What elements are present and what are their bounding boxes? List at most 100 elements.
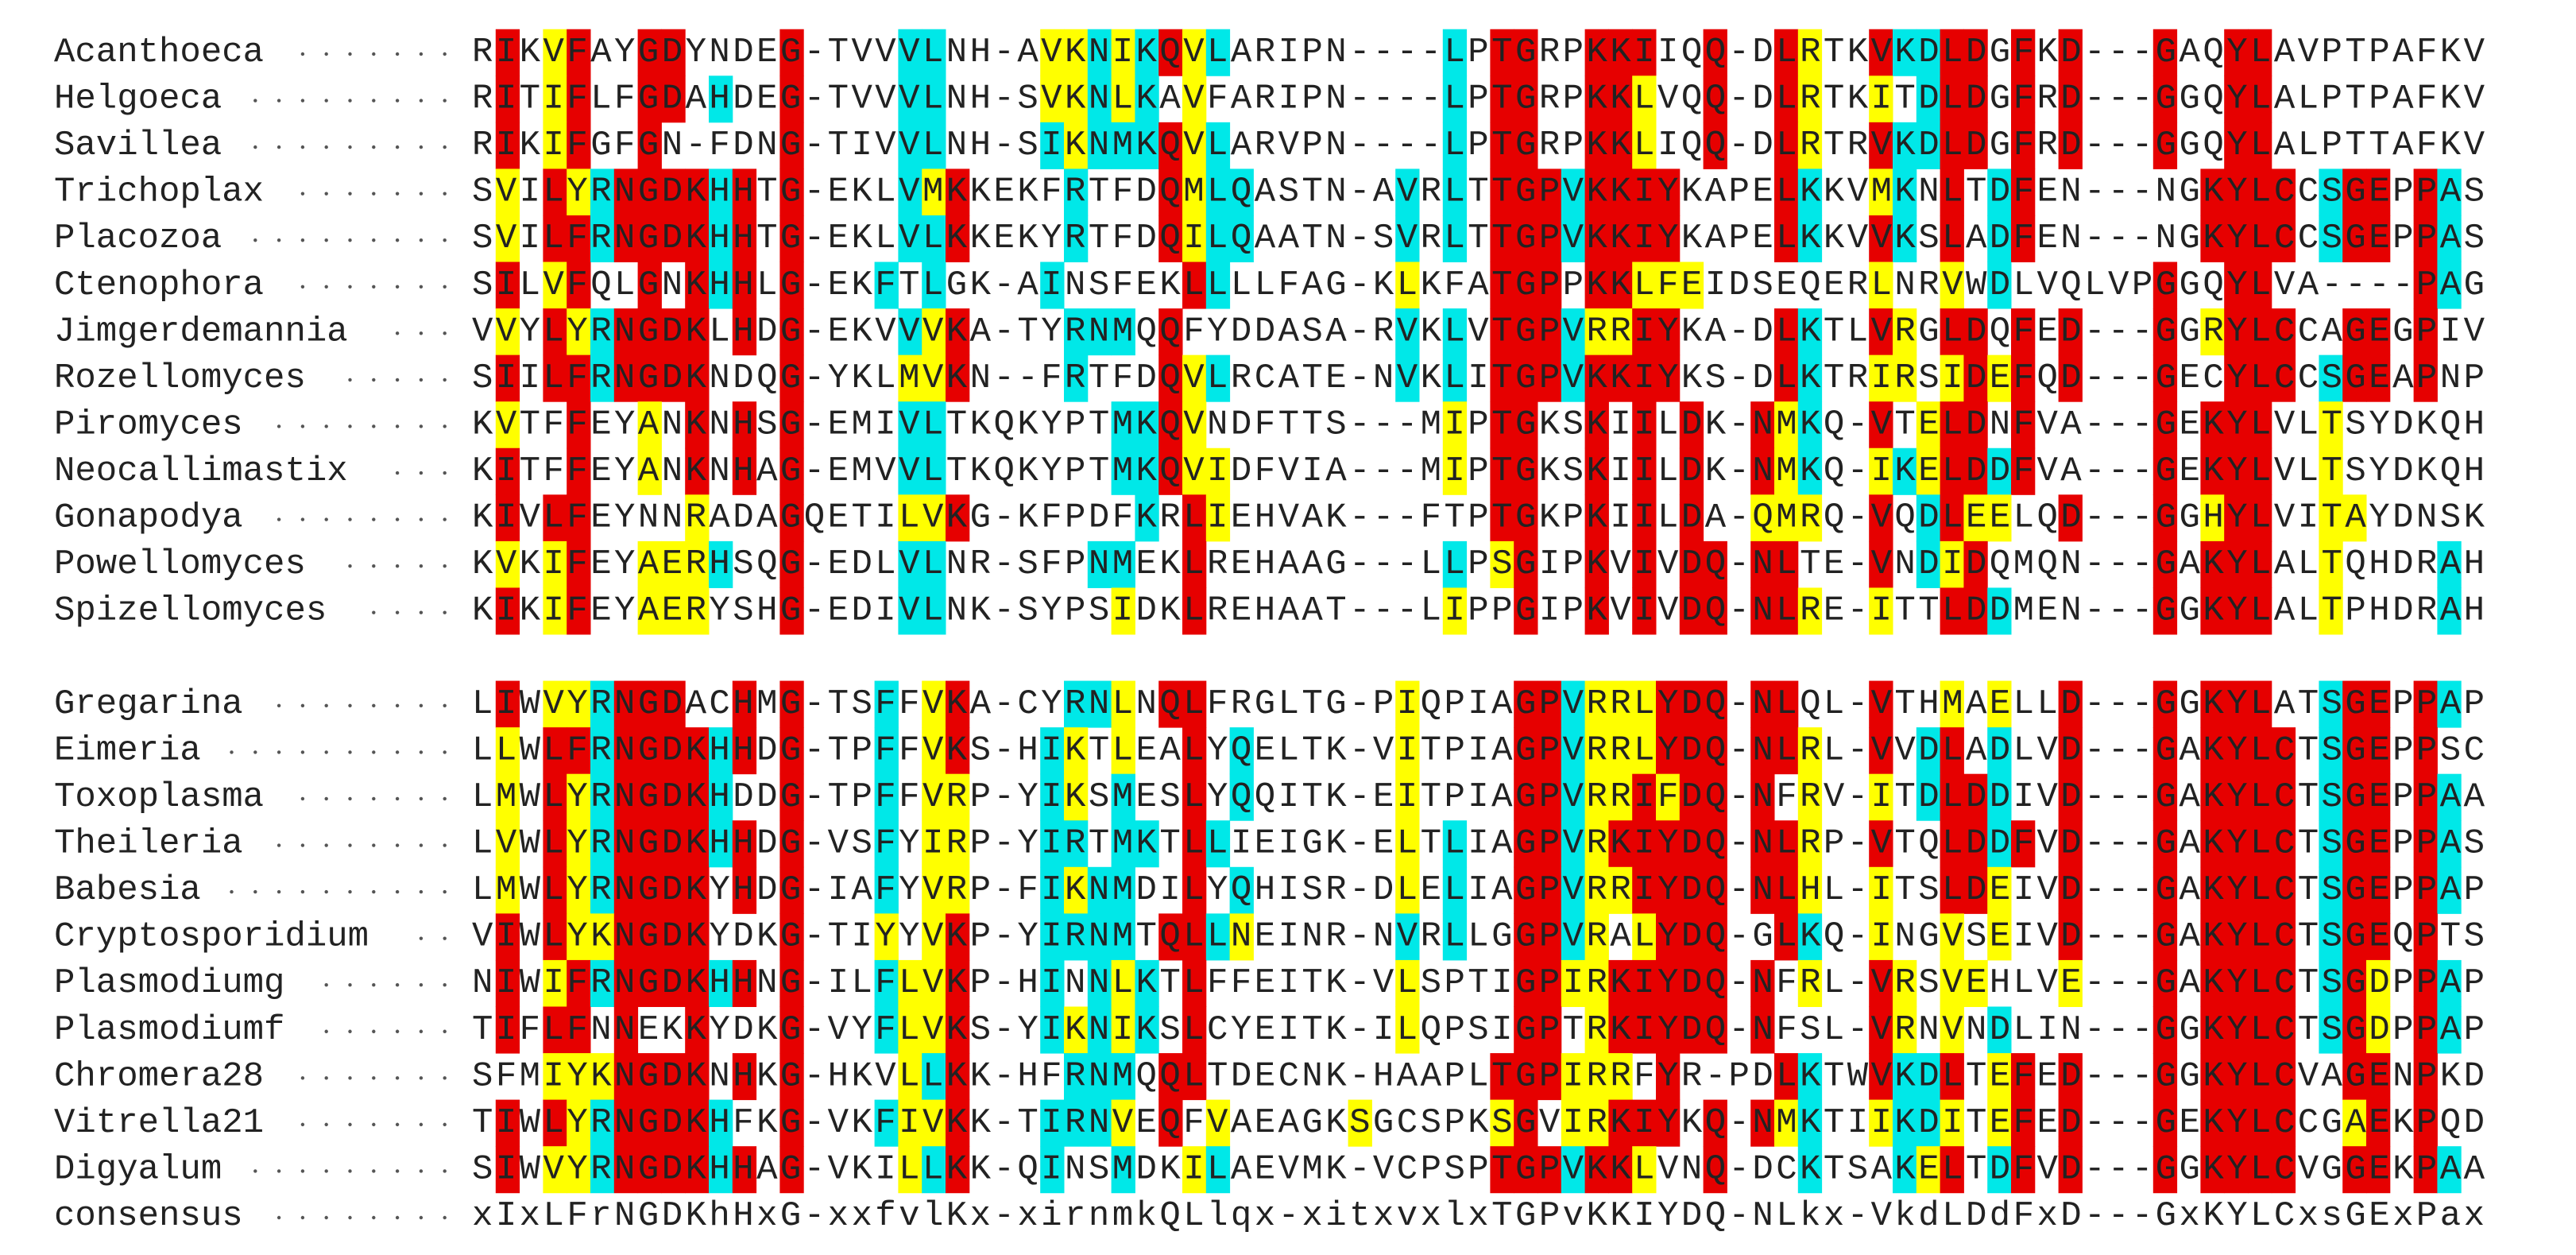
residue-highlight <box>2058 1146 2083 1194</box>
residue-highlight <box>946 680 970 728</box>
residue-highlight <box>1869 959 1893 1007</box>
residue-highlight <box>1750 959 1775 1007</box>
leader-dot <box>300 796 305 801</box>
residue-highlight <box>922 820 946 868</box>
residue-highlight <box>1584 261 1609 309</box>
residue-highlight <box>1940 820 1964 868</box>
residue-highlight <box>1940 1146 1964 1194</box>
residue-highlight <box>2058 122 2083 169</box>
residue-highlight <box>2058 959 2083 1007</box>
residue-highlight <box>779 587 804 635</box>
leader-dot <box>419 983 424 987</box>
residue-highlight <box>1514 29 1538 76</box>
residue-highlight <box>1869 1006 1893 1054</box>
residue-highlight <box>637 540 662 588</box>
residue-highlight <box>898 76 922 123</box>
residue-highlight <box>922 727 946 775</box>
residue-highlight <box>874 773 899 821</box>
residue-highlight <box>2011 1053 2036 1101</box>
residue-highlight <box>1442 913 1468 961</box>
residue-highlight <box>1584 354 1609 402</box>
residue-highlight <box>1703 680 1727 728</box>
residue-highlight <box>2437 820 2462 868</box>
residue-highlight <box>1561 1053 1586 1101</box>
residue-highlight <box>1584 913 1609 961</box>
residue-highlight <box>613 959 639 1007</box>
residue-highlight <box>2271 1006 2296 1054</box>
residue-highlight <box>2152 540 2178 588</box>
residue-highlight <box>661 168 686 216</box>
residue-highlight <box>1205 261 1231 309</box>
leader-dot <box>419 564 424 568</box>
residue-highlight <box>1893 215 1917 263</box>
residue-highlight <box>2224 587 2249 635</box>
residue-highlight <box>1797 494 1823 542</box>
residue-highlight <box>543 1099 567 1147</box>
residue-highlight <box>2437 773 2462 821</box>
residue-highlight <box>1679 727 1704 775</box>
residue-highlight <box>709 168 733 216</box>
residue-highlight <box>2271 1053 2296 1101</box>
residue-highlight <box>1869 1099 1893 1147</box>
residue-highlight <box>709 820 733 868</box>
residue-highlight <box>2319 959 2343 1007</box>
residue-highlight <box>1040 122 1065 169</box>
residue-highlight <box>661 308 686 356</box>
residue-highlight <box>1608 354 1633 402</box>
residue-highlight <box>1750 866 1775 914</box>
residue-highlight <box>1940 308 1964 356</box>
residue-highlight <box>685 494 710 542</box>
residue-highlight <box>1940 587 1964 635</box>
residue-highlight <box>2011 76 2036 123</box>
residue-highlight <box>1797 959 1823 1007</box>
sequence: SILVFQLGNKHHLG-EKFTLGK-AINSFEKLLLLFAG-KL… <box>472 265 2485 305</box>
residue-highlight <box>1087 680 1112 728</box>
residue-highlight <box>1490 1053 1514 1101</box>
residue-highlight <box>1584 29 1609 76</box>
leader-dot <box>395 843 400 847</box>
residue-highlight <box>922 680 946 728</box>
residue-highlight <box>1797 820 1823 868</box>
residue-highlight <box>1537 913 1562 961</box>
residue-highlight <box>1679 820 1704 868</box>
residue-highlight <box>1703 1099 1727 1147</box>
residue-highlight <box>1584 866 1609 914</box>
residue-highlight <box>613 820 639 868</box>
residue-highlight <box>1111 680 1135 728</box>
residue-highlight <box>2342 913 2367 961</box>
residue-highlight <box>709 1099 733 1147</box>
residue-highlight <box>1490 76 1514 123</box>
residue-highlight <box>1158 122 1183 169</box>
residue-highlight <box>1040 29 1065 76</box>
residue-highlight <box>685 1053 710 1101</box>
residue-highlight <box>1537 727 1562 775</box>
residue-highlight <box>1182 29 1207 76</box>
residue-highlight <box>2058 1099 2083 1147</box>
residue-highlight <box>1703 773 1727 821</box>
residue-highlight <box>874 727 899 775</box>
residue-highlight <box>1182 820 1207 868</box>
leader-dot <box>300 424 305 428</box>
leader-dot <box>443 936 447 940</box>
residue-highlight <box>922 1053 946 1101</box>
residue-highlight <box>637 680 662 728</box>
residue-highlight <box>1608 1006 1633 1054</box>
leader-dot <box>372 99 376 103</box>
residue-highlight <box>1608 168 1633 216</box>
residue-highlight <box>1632 680 1657 728</box>
residue-highlight <box>2224 959 2249 1007</box>
residue-highlight <box>1514 913 1538 961</box>
residue-highlight <box>2437 168 2462 216</box>
residue-highlight <box>1490 354 1514 402</box>
leader-dot <box>419 1169 424 1173</box>
residue-highlight <box>2152 866 2178 914</box>
residue-highlight <box>2248 866 2272 914</box>
residue-highlight <box>1229 727 1254 775</box>
residue-highlight <box>661 29 686 76</box>
residue-highlight <box>946 820 970 868</box>
residue-highlight <box>1584 401 1609 449</box>
residue-highlight <box>732 1053 757 1101</box>
residue-highlight <box>567 494 591 542</box>
residue-highlight <box>1797 215 1823 263</box>
residue-highlight <box>2011 820 2036 868</box>
